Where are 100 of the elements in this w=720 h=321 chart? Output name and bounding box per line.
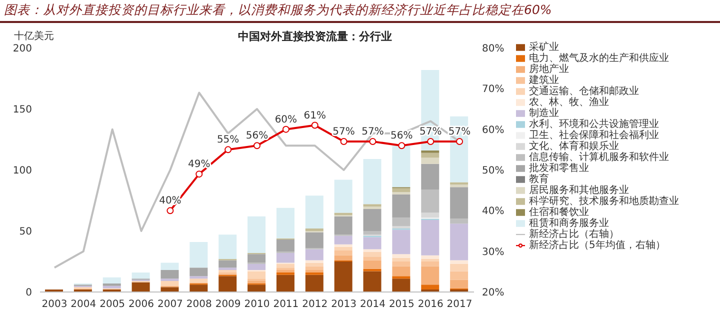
bar xyxy=(160,278,179,282)
x-tick-label: 2015 xyxy=(388,299,414,310)
bar xyxy=(392,226,410,229)
bar xyxy=(392,146,410,188)
y2-tick-label: 50% xyxy=(482,166,504,177)
bar xyxy=(421,158,440,164)
bar xyxy=(190,278,208,282)
y2-tick-label: 30% xyxy=(482,246,504,258)
x-tick-label: 2006 xyxy=(128,299,154,310)
legend-label: 新经济占比（5年均值，右轴） xyxy=(529,240,666,251)
bar xyxy=(363,252,382,257)
bar xyxy=(421,262,440,266)
bar xyxy=(218,268,237,270)
y-tick-label: 0 xyxy=(26,288,32,299)
bar xyxy=(334,180,352,213)
x-tick-label: 2017 xyxy=(446,299,472,310)
point xyxy=(166,207,174,214)
y2-tick-label: 60% xyxy=(482,124,504,136)
bar xyxy=(392,278,410,292)
data-label: 57% xyxy=(448,126,471,138)
y2-tick-label: 80% xyxy=(482,44,504,55)
bar xyxy=(190,268,208,276)
bar xyxy=(334,236,352,244)
point xyxy=(196,170,203,178)
legend-label: 农、林、牧、渔业 xyxy=(529,97,609,108)
bar xyxy=(334,216,352,235)
x-tick-label: 2013 xyxy=(331,299,357,310)
point xyxy=(224,146,232,154)
bar xyxy=(392,230,410,254)
bar xyxy=(363,204,382,207)
bar xyxy=(392,192,410,194)
legend-label: 卫生、社会保障和社会福利业 xyxy=(529,130,659,141)
legend-label: 文化、体育和娱乐业 xyxy=(529,141,619,152)
bar xyxy=(305,232,324,248)
bar xyxy=(421,190,440,213)
point xyxy=(456,138,464,146)
legend-label: 交通运输、仓储和邮政业 xyxy=(529,86,639,97)
bar xyxy=(305,272,324,275)
legend-label: 水利、环境和公共设施管理业 xyxy=(529,119,659,130)
bar xyxy=(334,244,352,247)
point xyxy=(369,138,376,146)
legend-label: 电力、燃气及水的生产和供应业 xyxy=(529,53,669,64)
data-label: 56% xyxy=(246,130,268,142)
bar xyxy=(421,220,440,256)
bar xyxy=(363,271,382,292)
bar xyxy=(363,260,382,269)
bar xyxy=(392,188,410,192)
x-tick-label: 2008 xyxy=(186,299,212,310)
data-label: 57% xyxy=(419,126,442,138)
bar xyxy=(450,187,468,219)
legend-label: 信息传输、计算机服务和软件业 xyxy=(529,152,669,163)
bar xyxy=(132,272,150,279)
bar xyxy=(334,250,352,256)
bar xyxy=(305,249,324,260)
bar xyxy=(392,258,410,262)
y-tick-label: 200 xyxy=(12,44,32,55)
data-label: 57% xyxy=(362,126,384,138)
bar xyxy=(450,182,468,185)
bar xyxy=(132,282,150,292)
bar xyxy=(276,252,294,263)
bar xyxy=(450,280,468,288)
bar xyxy=(248,216,266,253)
bar xyxy=(363,159,382,204)
point xyxy=(398,142,406,150)
bar xyxy=(102,283,121,286)
bar xyxy=(392,276,410,279)
data-label: 55% xyxy=(216,134,240,146)
point xyxy=(254,142,260,150)
bar xyxy=(160,270,179,279)
bar xyxy=(276,208,294,238)
data-label: 49% xyxy=(188,159,210,170)
legend-label: 住宿和餐饮业 xyxy=(529,207,589,218)
bar xyxy=(276,264,294,268)
bar xyxy=(248,271,266,279)
x-tick-label: 2005 xyxy=(100,299,126,310)
legend-label: 制造业 xyxy=(529,108,559,119)
bar xyxy=(392,254,410,258)
chart-title: 中国对外直接投资流量：分行业 xyxy=(237,29,393,44)
bar xyxy=(218,234,237,260)
bar xyxy=(450,184,468,188)
y-axis-title: 十亿美元 xyxy=(14,30,54,43)
bar xyxy=(421,164,440,190)
bar xyxy=(363,256,382,260)
legend-label: 采矿业 xyxy=(529,42,559,53)
bar xyxy=(305,262,324,266)
bar xyxy=(421,266,440,285)
bar xyxy=(363,237,382,250)
bar xyxy=(421,255,440,260)
bar xyxy=(450,224,468,260)
x-tick-label: 2003 xyxy=(42,299,68,310)
bar xyxy=(450,271,468,280)
bar xyxy=(248,278,266,282)
legend-label: 房地产业 xyxy=(529,64,569,75)
data-label: 60% xyxy=(274,114,298,126)
y2-tick-label: 40% xyxy=(482,206,504,218)
bar xyxy=(392,194,410,218)
x-tick-label: 2010 xyxy=(244,299,270,310)
bar xyxy=(450,260,468,264)
y-tick-label: 50 xyxy=(19,226,32,238)
bar xyxy=(160,281,179,286)
